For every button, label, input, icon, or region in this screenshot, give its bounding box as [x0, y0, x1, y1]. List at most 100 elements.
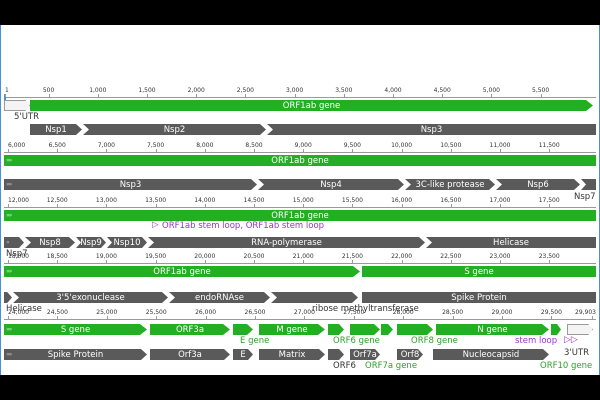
ruler-tick-label: 17,500: [538, 197, 560, 204]
ruler-tick-label: 25,500: [145, 309, 167, 316]
ruler-tick-label: 23,500: [538, 253, 560, 260]
ruler-tick-label: 24,000: [8, 309, 29, 316]
ruler-tick: [551, 316, 553, 319]
ruler-tick-label: 9,500: [343, 142, 361, 149]
orf10-gene-feature[interactable]: [551, 324, 561, 335]
helicase-feature[interactable]: [4, 292, 12, 303]
ruler-tick-label: 18,500: [46, 253, 68, 260]
rna-polymerase-feature[interactable]: RNA-polymerase: [148, 237, 425, 248]
ruler-tick-label: 1: [5, 87, 9, 94]
ruler-tick: [393, 94, 394, 97]
continuation-chevrons: »»: [6, 181, 12, 188]
orf7b-gene-feature[interactable]: [381, 324, 393, 335]
ruler-tick: [450, 149, 452, 152]
n-gene-feature[interactable]: N gene: [436, 324, 549, 335]
ruler-tick: [549, 260, 551, 263]
orf1ab-gene-feature[interactable]: »» ORF1ab gene: [4, 155, 596, 166]
ribose-methyltransferase-feature[interactable]: [271, 292, 358, 303]
orf6-gene-feature[interactable]: [328, 324, 344, 335]
nsp4-feature[interactable]: Nsp4: [258, 179, 404, 190]
ruler-tick: [450, 260, 452, 263]
orf8-gene-feature[interactable]: [397, 324, 433, 335]
e-gene-feature[interactable]: [233, 324, 253, 335]
utr5-label: 5'UTR: [14, 112, 40, 122]
ruler-tick-label: 27,500: [343, 309, 365, 316]
continuation-chevrons: »»: [6, 268, 12, 275]
orf7a-protein-feature[interactable]: Orf7a: [350, 349, 380, 360]
e-protein-feature[interactable]: E: [233, 349, 253, 360]
ruler-tick: [452, 316, 454, 319]
nsp2-feature[interactable]: Nsp2: [83, 124, 266, 135]
ruler-tick: [155, 149, 157, 152]
exonuclease-feature[interactable]: 3'5'exonuclease: [13, 292, 168, 303]
spike-protein-feature[interactable]: Spike Protein: [362, 292, 596, 303]
feature-label: Orf8: [400, 349, 420, 360]
spike-protein-feature[interactable]: »» Spike Protein: [4, 349, 147, 360]
ruler-tick-label: 28,000: [392, 309, 414, 316]
feature-label: Nsp10: [113, 237, 141, 248]
utr5-feature[interactable]: [4, 100, 30, 111]
nsp1-feature[interactable]: Nsp1: [30, 124, 82, 135]
nsp7-feature[interactable]: »: [4, 237, 24, 248]
ruler-tick-label: 500: [42, 87, 55, 94]
nsp10-feature[interactable]: Nsp10: [107, 237, 147, 248]
ruler-tick-label: 25,000: [96, 309, 118, 316]
ruler-tick: [204, 149, 206, 152]
nsp7-feature[interactable]: [581, 179, 596, 190]
ruler-tick: [255, 316, 256, 319]
feature-label: ORF1ab gene: [271, 210, 329, 221]
ruler-tick-label: 21,500: [341, 253, 363, 260]
endornase-feature[interactable]: endoRNAse: [169, 292, 270, 303]
orf1ab-gene-feature[interactable]: ORF1ab gene: [30, 100, 593, 111]
orf6-gene-label: ORF6 gene: [333, 336, 380, 346]
ruler-tick-label: 20,000: [194, 253, 216, 260]
ruler-tick-label: 24,500: [46, 309, 68, 316]
nsp9-feature[interactable]: Nsp9: [76, 237, 106, 248]
nsp3-feature[interactable]: »» Nsp3: [4, 179, 257, 190]
s-gene-feature[interactable]: »» S gene: [4, 324, 147, 335]
ruler-tick: [48, 94, 50, 97]
ruler-tick-label: 14,500: [243, 197, 265, 204]
nsp8-feature[interactable]: Nsp8: [25, 237, 75, 248]
ruler-tick: [106, 316, 108, 319]
ruler-tick: [57, 204, 59, 207]
feature-label: ORF1ab gene: [153, 266, 211, 277]
nsp3-feature[interactable]: Nsp3: [267, 124, 596, 135]
3c-like-protease-feature[interactable]: 3C-like protease: [405, 179, 495, 190]
ruler-tick: [254, 204, 255, 207]
matrix-feature[interactable]: Matrix: [259, 349, 325, 360]
ruler-tick-label: 15,000: [292, 197, 314, 204]
feature-label: Orf7a: [353, 349, 377, 360]
ruler-tick-label: 26,000: [195, 309, 217, 316]
nucleocapsid-feature[interactable]: Nucleocapsid: [433, 349, 549, 360]
ruler-tick-label: 29,000: [491, 309, 513, 316]
stem-loop-marker-icon[interactable]: ▷: [152, 220, 159, 230]
s-gene-feature[interactable]: S gene: [362, 266, 596, 277]
nsp6-feature[interactable]: Nsp6: [496, 179, 580, 190]
ruler-tick-label: 5,000: [482, 87, 500, 94]
ruler-tick: [353, 316, 355, 319]
orf8-protein-feature[interactable]: Orf8: [397, 349, 423, 360]
ruler-tick: [352, 260, 354, 263]
orf7a-gene-feature[interactable]: [350, 324, 380, 335]
ruler-tick: [155, 204, 157, 207]
continuation-chevrons: »»: [6, 212, 12, 219]
orf1ab-gene-feature[interactable]: »» ORF1ab gene: [4, 266, 360, 277]
feature-label: Nucleocapsid: [462, 349, 520, 360]
helicase-feature[interactable]: Helicase: [426, 237, 596, 248]
orf6-protein-feature[interactable]: [328, 349, 344, 360]
ruler-tick: [491, 94, 493, 97]
stem-loop-marker-icon[interactable]: ▷▷: [564, 335, 578, 345]
orf3a-protein-feature[interactable]: Orf3a: [150, 349, 230, 360]
utr3-feature[interactable]: [567, 324, 593, 335]
m-gene-feature[interactable]: M gene: [259, 324, 325, 335]
ruler-tick: [549, 149, 551, 152]
feature-label: Nsp2: [163, 124, 186, 135]
orf3a-gene-feature[interactable]: ORF3a: [150, 324, 230, 335]
feature-label: Spike Protein: [451, 292, 507, 303]
ruler-tick-label: 13,500: [145, 197, 167, 204]
genome-map-canvas: 1 500 1,000 1,500 2,000 2,500 3,000 3,500 4,000 4…: [0, 25, 600, 375]
orf1ab-gene-feature[interactable]: »» ORF1ab gene: [4, 210, 596, 221]
ruler-start-marker: [4, 94, 6, 100]
